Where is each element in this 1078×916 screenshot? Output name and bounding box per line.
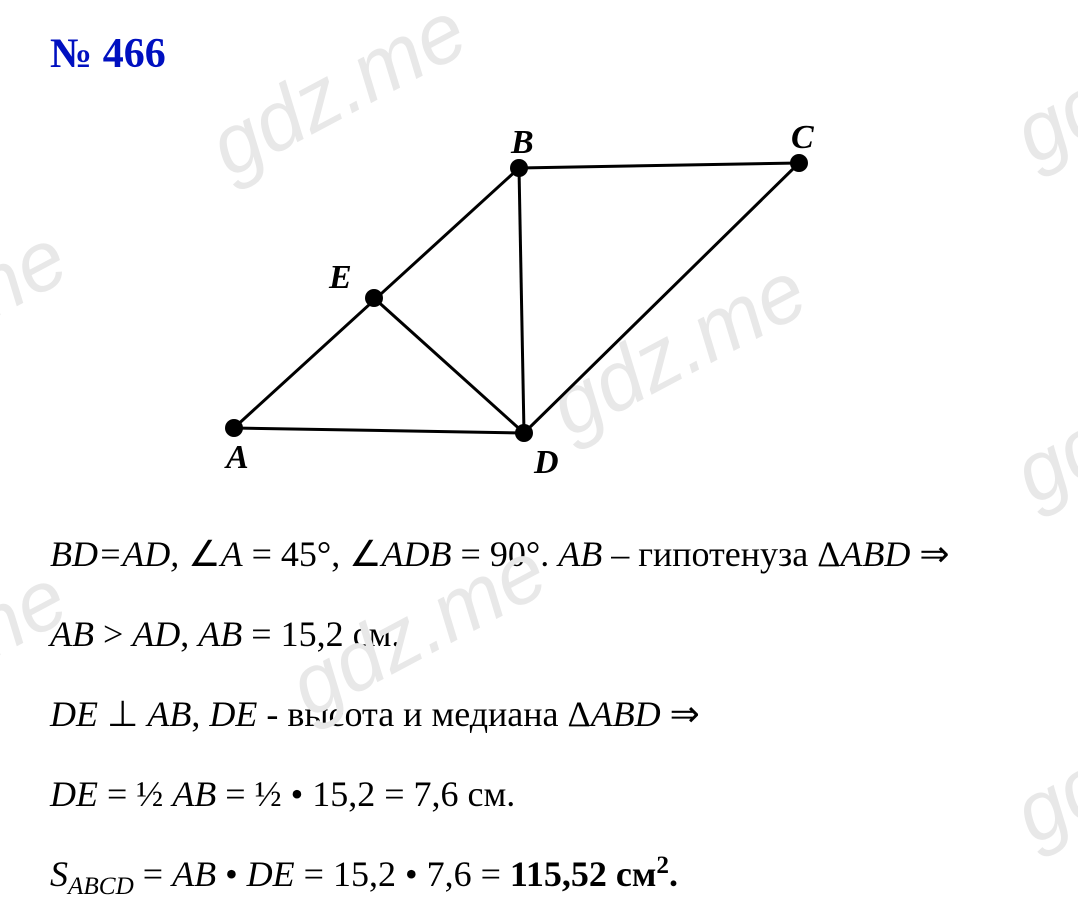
text: AB (198, 614, 242, 654)
text: . (669, 854, 678, 894)
diagram-label-E: E (328, 259, 352, 296)
text: AD (132, 614, 180, 654)
text: DE (247, 854, 295, 894)
problem-number: № 466 (50, 30, 1028, 78)
solution-line-2: AB > AD, AB = 15,2 см. (50, 598, 1028, 670)
text: – гипотенуза Δ (602, 534, 840, 574)
superscript: 2 (656, 852, 669, 879)
text: - высота и медиана Δ (257, 694, 590, 734)
watermark-partial: me (0, 208, 83, 348)
text: ⇒ (661, 694, 700, 734)
diagram-point-C (790, 154, 808, 172)
diagram-edge (519, 163, 799, 168)
text: = 90°. (452, 534, 559, 574)
text: A (221, 534, 243, 574)
text: = 15,2 • 7,6 = (295, 854, 510, 894)
diagram-label-D: D (533, 444, 559, 481)
text: AB (172, 774, 216, 814)
watermark-partial: gd (997, 394, 1078, 524)
diagram-label-A: A (224, 439, 249, 476)
diagram-point-B (510, 159, 528, 177)
text: AB (172, 854, 216, 894)
text: DE (50, 694, 98, 734)
text: ABD (840, 534, 910, 574)
angle-sym: ∠ (188, 534, 220, 574)
solution-line-1: BD=AD, ∠A = 45°, ∠ADB = 90°. AB – гипоте… (50, 518, 1028, 590)
diagram-edge (524, 163, 799, 433)
diagram-point-D (515, 424, 533, 442)
diagram-point-E (365, 289, 383, 307)
text: DE (209, 694, 257, 734)
text: AB (147, 694, 191, 734)
text: > (94, 614, 132, 654)
text: BD=AD, (50, 534, 188, 574)
diagram-point-A (225, 419, 243, 437)
diagram-edge (519, 168, 524, 433)
solution-line-3: DE ⊥ AB, DE - высота и медиана ΔABD ⇒ (50, 678, 1028, 750)
text: AB (558, 534, 602, 574)
diagram-label-B: B (510, 124, 534, 161)
solution-line-5: SABCD = AB • DE = 15,2 • 7,6 = 115,52 см… (50, 838, 1028, 913)
diagram-edge (374, 298, 524, 433)
text: , (191, 694, 209, 734)
text: = ½ • 15,2 = 7,6 см. (216, 774, 515, 814)
text: = 45°, (243, 534, 350, 574)
diagram-label-C: C (791, 119, 814, 156)
text: AB (50, 614, 94, 654)
solution-text: BD=AD, ∠A = 45°, ∠ADB = 90°. AB – гипоте… (50, 518, 1028, 913)
text: • (216, 854, 247, 894)
answer: 115,52 см (510, 854, 657, 894)
text: = 15,2 см. (242, 614, 400, 654)
text: DE (50, 774, 98, 814)
subscript: ABCD (68, 873, 134, 900)
text: ADB (382, 534, 452, 574)
diagram-edge (234, 428, 524, 433)
solution-line-4: DE = ½ AB = ½ • 15,2 = 7,6 см. (50, 758, 1028, 830)
text: = ½ (98, 774, 172, 814)
text: ⇒ (910, 534, 949, 574)
text: ⊥ (98, 694, 147, 734)
text: S (50, 854, 68, 894)
text: = (134, 854, 172, 894)
text: , (180, 614, 198, 654)
geometry-diagram: A B C D E (179, 108, 899, 488)
angle-sym: ∠ (349, 534, 381, 574)
text: ABD (591, 694, 661, 734)
